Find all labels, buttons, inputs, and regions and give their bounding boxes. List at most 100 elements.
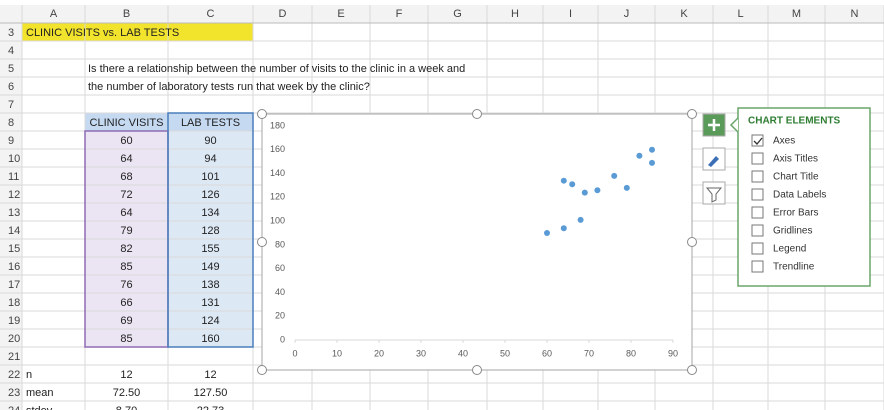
point (577, 216, 584, 223)
resize-handle[interactable] (472, 365, 482, 375)
y-tick-label: 80 (275, 239, 285, 249)
element-label: Axis Titles (773, 154, 818, 165)
x-tick-label: 90 (668, 348, 678, 358)
resize-handle[interactable] (257, 237, 267, 247)
row-header: 11 (8, 171, 19, 183)
header-fill (85, 113, 253, 131)
row-header: 16 (8, 261, 20, 273)
x-range-fill (85, 221, 168, 239)
cell: 128 (201, 225, 219, 237)
x-tick-label: 50 (500, 348, 510, 358)
y-tick-label: 100 (270, 215, 285, 225)
cell: 12 (204, 369, 216, 381)
x-range-fill (85, 311, 168, 329)
cell: 12 (120, 369, 132, 381)
cell: stdev (26, 405, 53, 410)
point (594, 187, 601, 194)
cell: 22.73 (197, 405, 225, 410)
checkbox[interactable] (751, 152, 764, 165)
y-tick-label: 180 (270, 120, 285, 130)
resize-handle[interactable] (472, 109, 482, 119)
cell: 90 (204, 135, 216, 147)
row-header: 8 (8, 117, 14, 129)
checkbox[interactable] (751, 260, 764, 273)
cell: the number of laboratory tests run that … (88, 81, 370, 93)
row-header: 17 (8, 279, 20, 291)
x-tick-label: 40 (458, 348, 468, 358)
resize-handle[interactable] (257, 365, 267, 375)
yellow-fill (22, 23, 253, 41)
y-tick-label: 60 (275, 263, 285, 273)
resize-handle[interactable] (257, 109, 267, 119)
cell: 64 (120, 153, 132, 165)
pane-title: CHART ELEMENTS (748, 116, 841, 127)
row-header: 3 (8, 27, 14, 39)
header-bg (0, 5, 884, 23)
cell: 126 (201, 189, 219, 201)
row-header: 5 (8, 63, 14, 75)
column-header: G (453, 8, 462, 20)
check-mark (753, 137, 763, 145)
cell: 94 (204, 153, 216, 165)
y-range-fill (168, 311, 253, 329)
cell: 149 (201, 261, 219, 273)
cell: 155 (201, 243, 219, 255)
row-header: 19 (8, 315, 20, 327)
cell: LAB TESTS (181, 117, 240, 129)
point (569, 181, 576, 188)
checkbox[interactable] (751, 206, 764, 219)
row-header: 6 (8, 81, 14, 93)
point (611, 172, 618, 179)
x-range-fill (85, 131, 168, 149)
cell: 101 (201, 171, 219, 183)
cell: CLINIC VISITS (90, 117, 164, 129)
column-header: N (851, 8, 859, 20)
x-tick-label: 20 (374, 348, 384, 358)
x-range-fill (85, 275, 168, 293)
checkbox[interactable] (751, 188, 764, 201)
cell: 72.50 (113, 387, 141, 399)
checkbox[interactable] (751, 242, 764, 255)
checkbox[interactable] (751, 170, 764, 183)
checkbox[interactable] (751, 224, 764, 237)
cell: 64 (120, 207, 132, 219)
resize-handle[interactable] (687, 237, 697, 247)
x-range-fill (85, 239, 168, 257)
resize-handle[interactable] (687, 109, 697, 119)
x-range-fill (85, 293, 168, 311)
column-header: J (624, 8, 630, 20)
x-range-fill (85, 257, 168, 275)
cell: 160 (201, 333, 219, 345)
element-label: Data Labels (773, 190, 826, 201)
x-range-fill (85, 329, 168, 347)
point (581, 189, 588, 196)
point (560, 225, 567, 232)
cell: 66 (120, 297, 132, 309)
y-range-fill (168, 221, 253, 239)
y-range-fill (168, 257, 253, 275)
y-range-fill (168, 293, 253, 311)
cell: Is there a relationship between the numb… (88, 63, 465, 75)
element-label: Gridlines (773, 226, 812, 237)
resize-handle[interactable] (687, 365, 697, 375)
pane-pointer (729, 117, 739, 133)
cell: 82 (120, 243, 132, 255)
element-label: Error Bars (773, 208, 819, 219)
cell: 8.70 (116, 405, 137, 410)
cell: 85 (120, 261, 132, 273)
y-range-fill (168, 239, 253, 257)
cell: 76 (120, 279, 132, 291)
cell: 72 (120, 189, 132, 201)
column-header: E (337, 8, 344, 20)
row-header: 14 (8, 225, 20, 237)
element-label: Axes (773, 136, 795, 147)
column-header: L (737, 8, 743, 20)
point (544, 230, 550, 236)
element-label: Chart Title (773, 172, 819, 183)
checkbox[interactable] (751, 134, 764, 147)
column-header: H (511, 8, 519, 20)
x-tick-label: 10 (332, 348, 342, 358)
row-header: 20 (8, 333, 20, 345)
